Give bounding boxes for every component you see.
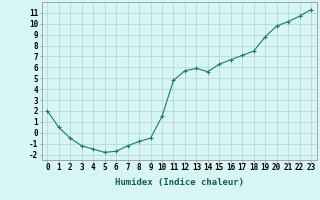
X-axis label: Humidex (Indice chaleur): Humidex (Indice chaleur) <box>115 178 244 187</box>
